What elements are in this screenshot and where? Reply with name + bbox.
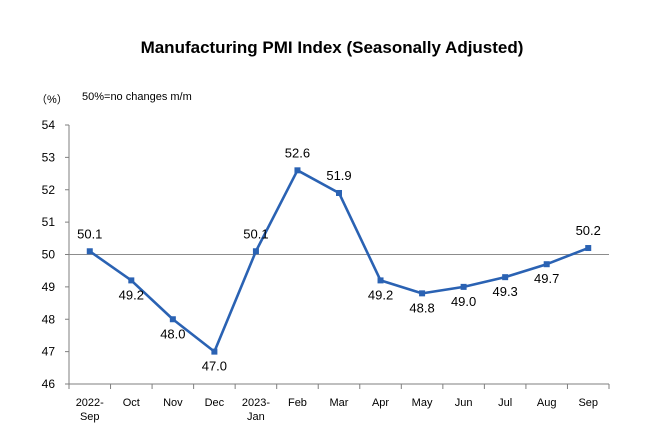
x-tick-label-line: May [412,397,433,409]
data-point [419,290,426,297]
x-tick-label: 2022- Sep [76,397,104,423]
data-label: 51.9 [326,168,351,183]
data-point [294,167,301,174]
data-point [252,248,259,255]
data-point [460,283,467,290]
x-tick-label-line: Mar [330,397,349,409]
x-tick-label: Jul [498,397,512,409]
pmi-series-line [89,169,589,353]
y-tick-label: 47 [42,345,56,359]
x-tick-label: Feb [288,397,307,409]
data-label: 49.2 [119,287,144,302]
x-tick-label: Apr [372,397,389,409]
y-tick-label: 49 [42,280,56,294]
data-label: 50.1 [77,226,102,241]
data-point [128,277,135,284]
data-label: 48.0 [160,326,185,341]
x-tick-label-line: Sep [80,411,100,423]
y-tick-label: 53 [42,150,56,164]
x-tick-label: May [412,397,433,409]
data-label: 48.8 [409,300,434,315]
data-point [585,245,592,252]
y-tick-label: 48 [42,312,56,326]
data-label: 49.0 [451,294,476,309]
y-tick-label: 52 [42,183,56,197]
data-labels: 50.1 49.2 48.0 47.0 50.1 52.6 51.9 49.2 48.8 49.0… [77,145,601,373]
data-label: 49.7 [534,271,559,286]
x-tick-label-line: Apr [372,397,389,409]
chart-title: Manufacturing PMI Index (Seasonally Adju… [141,38,524,57]
data-point [377,277,384,284]
x-tick-label-line: Dec [205,397,225,409]
x-tick-label-line: Jul [498,397,512,409]
x-tick-label: Aug [537,397,557,409]
y-axis-ticks: 46 47 48 49 50 51 52 53 54 [42,118,69,391]
x-tick-label-line: Jan [247,411,265,423]
y-tick-label: 50 [42,248,56,262]
data-label: 50.1 [243,226,268,241]
y-tick-label: 51 [42,215,56,229]
series-line [86,167,592,355]
data-point [211,348,218,355]
data-label: 50.2 [576,223,601,238]
x-tick-label: Mar [330,397,349,409]
data-point [169,316,176,323]
x-tick-label: Sep [578,397,598,409]
data-label: 47.0 [202,359,227,374]
x-tick-label: Oct [123,397,140,409]
chart-note: 50%=no changes m/m [82,91,192,103]
x-tick-label-line: Oct [123,397,140,409]
x-tick-label-line: Sep [578,397,598,409]
x-tick-label-line: 2023- [242,397,270,409]
data-point [86,248,93,255]
x-tick-label-line: Nov [163,397,183,409]
y-tick-label: 46 [42,377,56,391]
data-label: 52.6 [285,145,310,160]
x-tick-label: Dec [205,397,225,409]
y-tick-label: 54 [42,118,56,132]
data-point [336,189,342,196]
data-point [502,274,509,281]
x-tick-label-line: Feb [288,397,307,409]
data-label: 49.2 [368,287,393,302]
x-tick-label-line: 2022- [76,397,104,409]
x-tick-label: Nov [163,397,183,409]
x-tick-label-line: Jun [455,397,473,409]
x-axis-ticks: 2022- Sep Oct Nov Dec 2023- Jan Feb Mar Apr May Jun… [68,384,610,423]
axes [68,125,609,385]
x-tick-label: Jun [455,397,473,409]
x-tick-label: 2023- Jan [242,397,270,423]
data-point [543,261,550,268]
x-tick-label-line: Aug [537,397,557,409]
y-unit-label: （%） [36,93,68,106]
data-label: 49.3 [492,284,517,299]
